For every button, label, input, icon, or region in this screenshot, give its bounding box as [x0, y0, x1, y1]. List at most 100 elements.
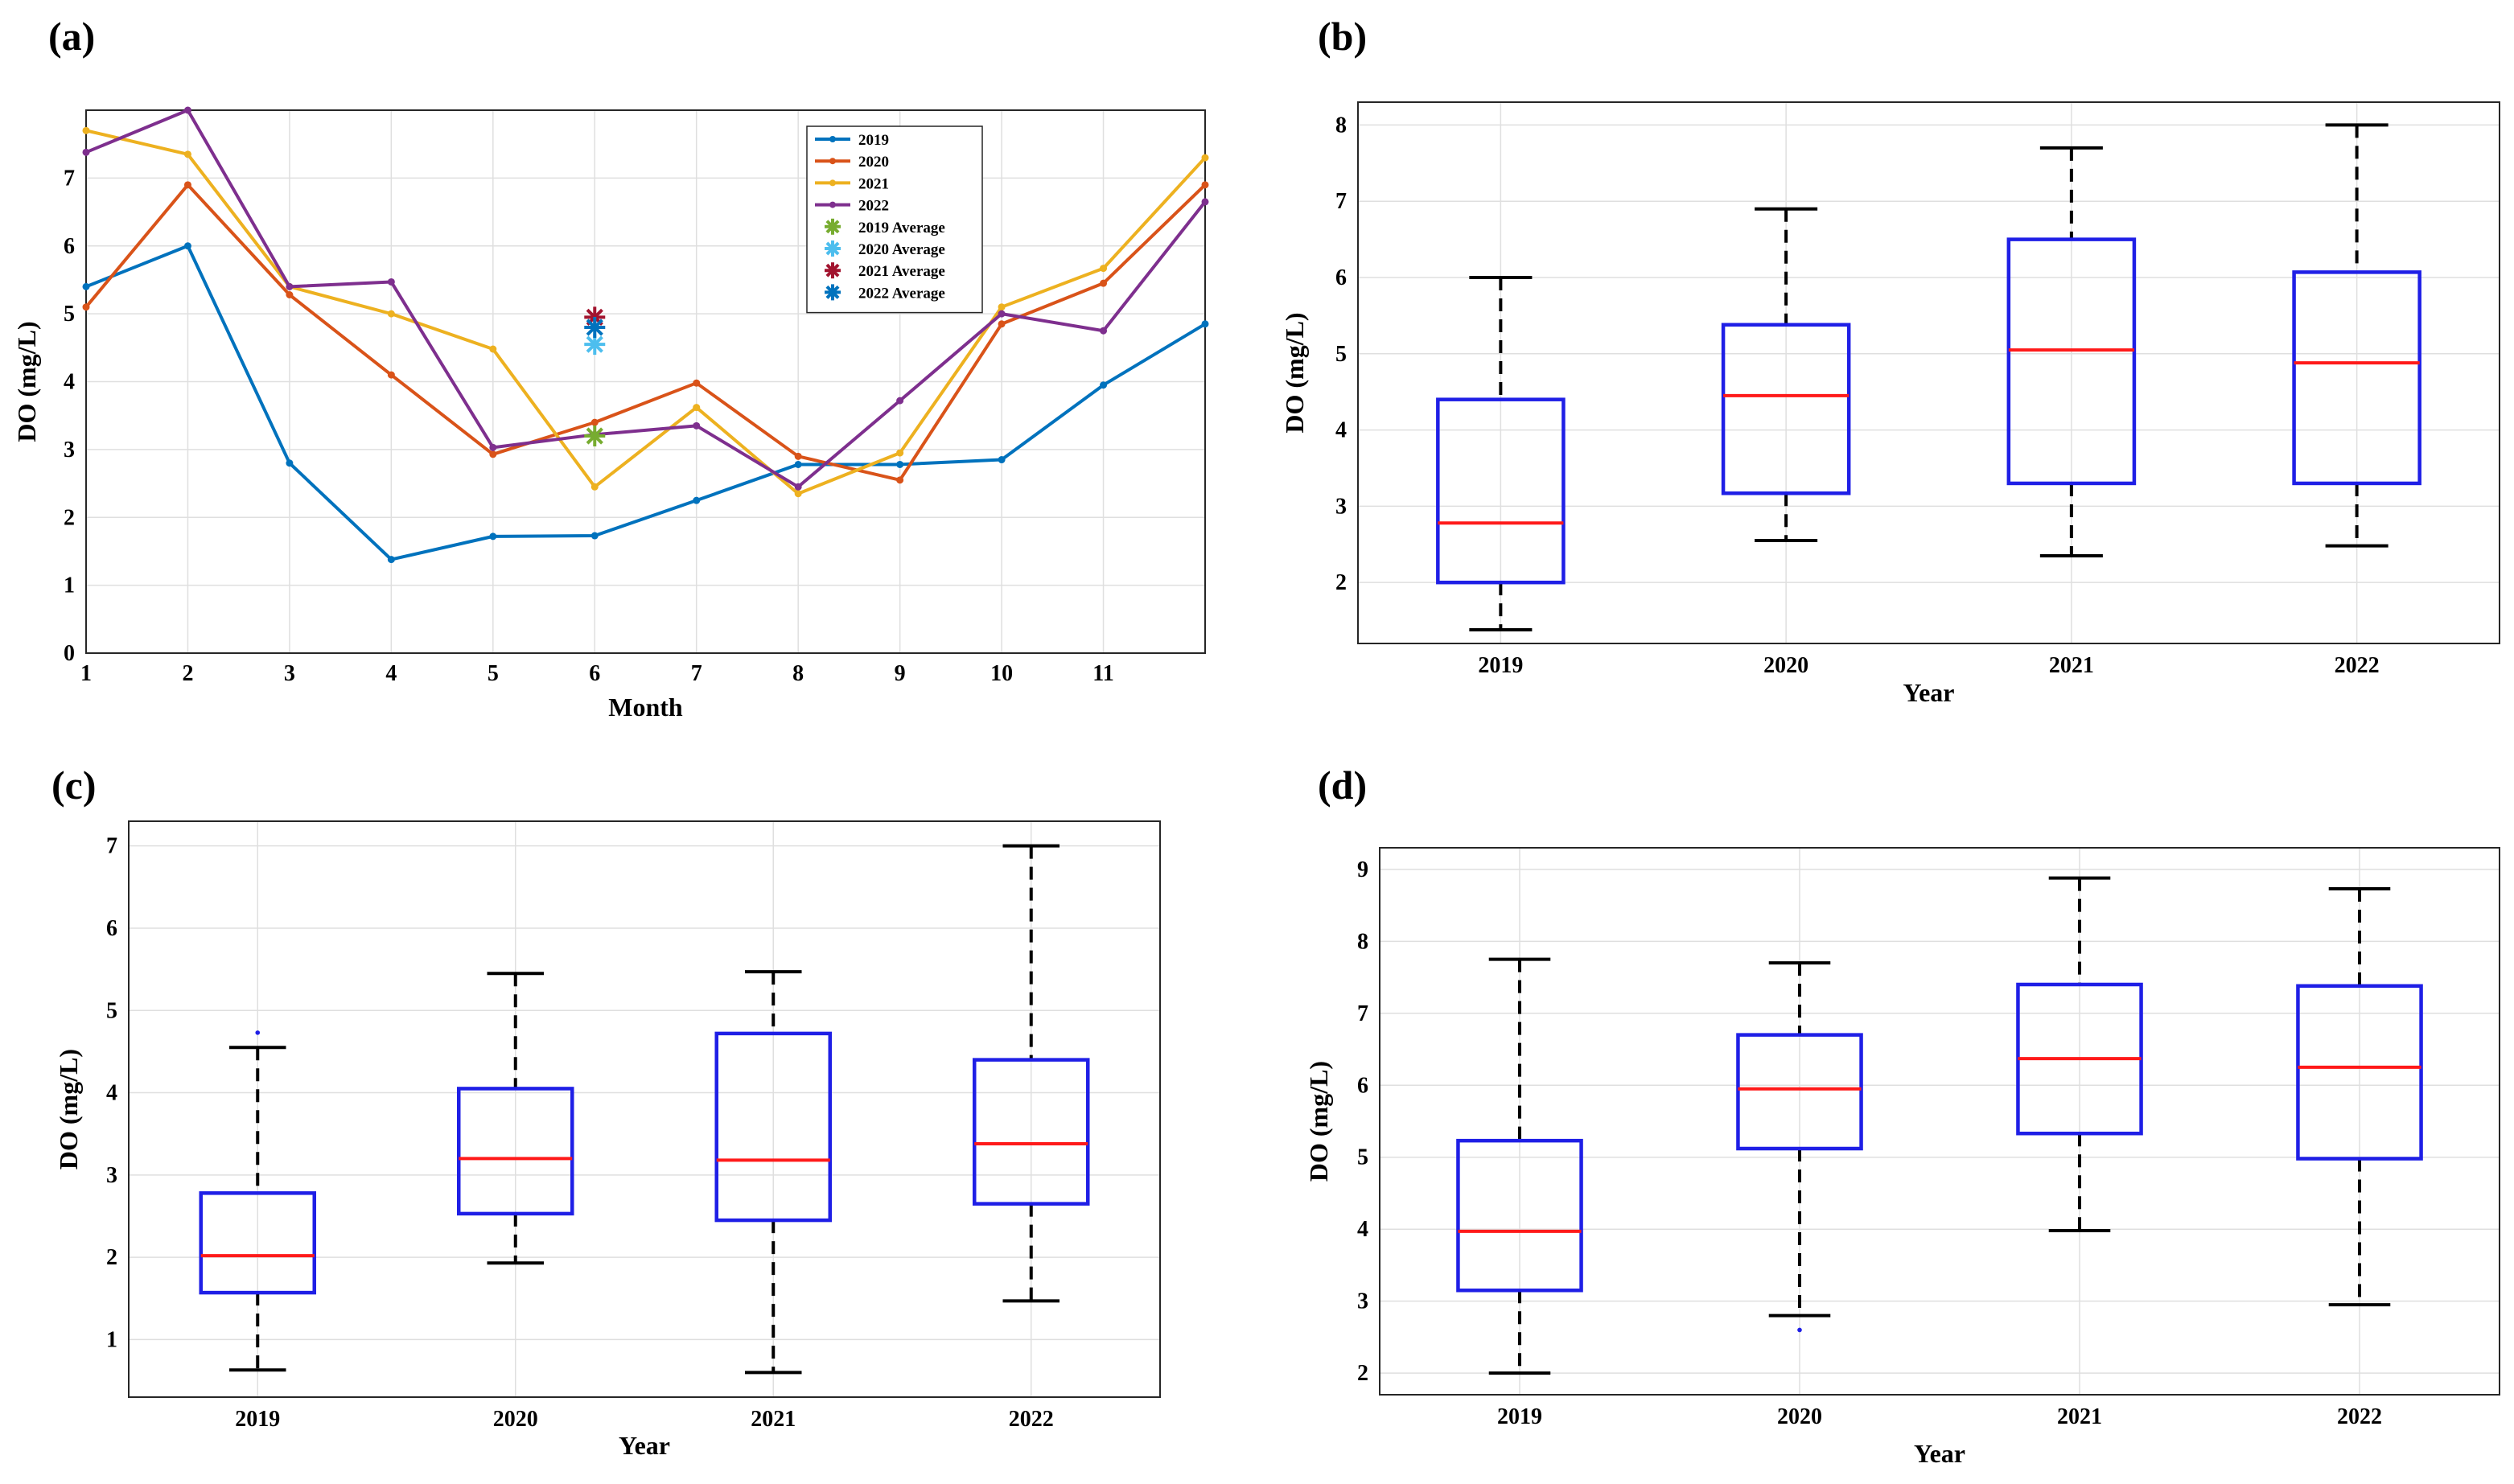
data-point-2022	[998, 310, 1006, 318]
legend-marker	[829, 136, 836, 142]
data-point-2020	[693, 379, 701, 387]
x-tick-label: 3	[284, 661, 295, 686]
star-stroke	[586, 427, 603, 445]
data-point-2022	[1100, 327, 1108, 335]
legend-star	[825, 240, 841, 257]
x-axis-label: Year	[619, 1431, 670, 1460]
data-point-2021	[183, 150, 191, 158]
y-tick-label: 7	[1357, 1001, 1368, 1026]
series-line-2022	[85, 109, 1207, 489]
y-tick-label: 4	[106, 1081, 117, 1106]
y-tick-label: 7	[1335, 189, 1347, 214]
data-point-2020	[387, 371, 395, 379]
y-axis-label: DO (mg/L)	[1304, 1061, 1333, 1182]
y-tick-label: 6	[1335, 265, 1347, 290]
boxplot-d: 2 3 4 5 6 7 8 9 2019 2020 2021 2022 Year DO (mg/L)	[1304, 847, 2500, 1468]
data-point-2019	[1201, 320, 1209, 328]
plot-frame	[85, 109, 1206, 654]
box-2022	[972, 1058, 1090, 1206]
legend-label: 2020 Average	[858, 241, 945, 258]
data-point-2020	[286, 291, 294, 298]
data-point-2020	[590, 418, 599, 426]
x-tick-label: 10	[990, 661, 1013, 686]
average-marker-2019-Average	[584, 425, 606, 446]
x-tick-label: 2021	[751, 1407, 796, 1432]
data-point-2019	[183, 242, 191, 250]
data-point-2020	[998, 320, 1006, 328]
data-point-2022	[286, 282, 294, 290]
y-axis-label: DO (mg/L)	[1280, 312, 1309, 433]
data-point-2020	[489, 450, 497, 458]
outlier-point-2019	[255, 1030, 261, 1035]
x-tick-label: 2020	[493, 1407, 538, 1432]
x-tick-label: 2022	[1009, 1407, 1054, 1432]
y-tick-label: 2	[1357, 1361, 1368, 1386]
legend-label: 2021	[858, 175, 889, 192]
y-tick-label: 2	[106, 1245, 117, 1270]
y-tick-label: 3	[106, 1163, 117, 1188]
y-tick-label: 3	[64, 438, 75, 462]
plot-frame	[1379, 847, 2500, 1396]
x-tick-label: 2021	[2057, 1404, 2102, 1429]
x-tick-label: 2019	[1497, 1404, 1542, 1429]
y-tick-label: 1	[64, 573, 75, 598]
y-tick-label: 2	[64, 505, 75, 530]
y-axis-label: DO (mg/L)	[54, 1049, 83, 1170]
legend-label: 2022	[858, 198, 889, 215]
x-tick-label: 2021	[2049, 653, 2094, 678]
data-point-2021	[1201, 154, 1209, 162]
data-point-2020	[794, 452, 802, 460]
y-tick-label: 9	[1357, 857, 1368, 882]
legend-star	[825, 284, 841, 301]
y-tick-label: 4	[64, 370, 75, 395]
legend-marker	[829, 158, 836, 165]
x-tick-label: 2	[182, 661, 193, 686]
y-tick-label: 8	[1357, 929, 1368, 954]
star-stroke	[586, 319, 603, 336]
y-tick-label: 5	[64, 302, 75, 327]
data-point-2020	[183, 181, 191, 189]
x-tick-label: 9	[895, 661, 906, 686]
x-tick-label: 2020	[1763, 653, 1808, 678]
x-tick-label: 8	[792, 661, 804, 686]
plot-frame	[1357, 101, 2500, 644]
boxplot-b: 2 3 4 5 6 7 8 2019 2020 2021 2022 Year DO (mg/L)	[1280, 101, 2500, 707]
y-tick-label: 4	[1335, 418, 1347, 443]
x-axis-label: Year	[1914, 1439, 1965, 1468]
y-tick-label: 7	[64, 166, 75, 191]
legend-label: 2019	[858, 132, 889, 149]
series-line-2021	[85, 129, 1207, 495]
star-stroke	[825, 285, 840, 299]
x-tick-label: 6	[589, 661, 600, 686]
data-point-2022	[794, 483, 802, 491]
data-point-2022	[693, 421, 701, 430]
box-2020	[1736, 1033, 1863, 1151]
y-tick-label: 0	[64, 641, 75, 666]
y-tick-label: 8	[1335, 113, 1347, 138]
data-point-2021	[82, 126, 90, 134]
panel-label-a: (a)	[48, 14, 95, 59]
x-tick-label: 11	[1092, 661, 1113, 686]
data-point-2022	[896, 397, 904, 405]
data-point-2019	[794, 460, 802, 468]
legend-label: 2020	[858, 154, 889, 171]
x-tick-label: 2019	[235, 1407, 280, 1432]
data-point-2019	[590, 532, 599, 540]
box-2021	[2006, 237, 2137, 486]
data-point-2019	[896, 460, 904, 468]
y-tick-label: 6	[1357, 1073, 1368, 1098]
legend-marker	[829, 201, 836, 208]
box-2020	[456, 1087, 574, 1216]
y-tick-label: 5	[1357, 1145, 1368, 1170]
star-stroke	[825, 241, 840, 256]
x-axis-label: Month	[608, 693, 683, 721]
panel-label-b: (b)	[1318, 14, 1367, 59]
box-2019	[1456, 1138, 1583, 1293]
y-tick-label: 5	[1335, 342, 1347, 367]
data-point-2019	[998, 456, 1006, 464]
data-point-2019	[387, 556, 395, 564]
legend-label: 2019 Average	[858, 220, 945, 236]
box-2019	[1436, 397, 1566, 585]
average-marker-2022-Average	[584, 317, 606, 338]
